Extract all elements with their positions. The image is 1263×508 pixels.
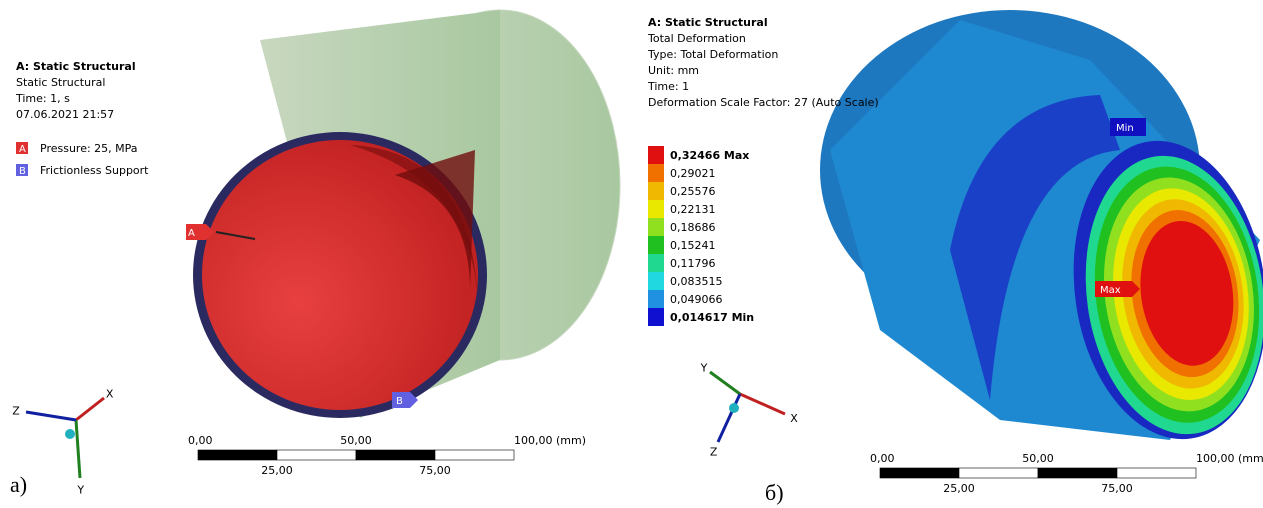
legend-label: 0,083515 — [670, 275, 723, 288]
scale-segment — [1038, 468, 1117, 478]
left-title: A: Static Structural — [16, 60, 136, 73]
scale-segment — [880, 468, 959, 478]
scale-label: 0,00 — [188, 434, 213, 447]
page: A B Min Max A: Static Structural Static … — [0, 0, 1263, 508]
header-line: Unit: mm — [648, 64, 699, 77]
scale-label: 100,00 (mm) — [514, 434, 586, 447]
header-line: Static Structural — [16, 76, 105, 89]
legend-swatch — [648, 164, 664, 182]
scale-segment — [959, 468, 1038, 478]
triad-label: Y — [700, 362, 708, 375]
triad-axis — [710, 372, 740, 394]
scale-label: 0,00 — [870, 452, 895, 465]
triad-label: Z — [710, 446, 718, 459]
legend-swatch — [648, 182, 664, 200]
legend-label: 0,014617 Min — [670, 311, 754, 324]
legend-swatch — [648, 146, 664, 164]
legend-swatch — [648, 236, 664, 254]
legend-swatch — [648, 272, 664, 290]
min-label: Min — [1116, 123, 1134, 134]
header-line: Deformation Scale Factor: 27 (Auto Scale… — [648, 96, 879, 109]
scale-label: 50,00 — [340, 434, 372, 447]
triad-label: Z — [12, 404, 20, 417]
scale-segment — [198, 450, 277, 460]
triad-origin — [729, 403, 739, 413]
max-label: Max — [1100, 285, 1121, 296]
legend-label: 0,18686 — [670, 221, 716, 234]
legend-swatch — [648, 218, 664, 236]
legend-label: 0,32466 Max — [670, 149, 749, 162]
right-title: A: Static Structural — [648, 16, 768, 29]
scale-label: 100,00 (mm) — [1196, 452, 1263, 465]
legend-label: 0,22131 — [670, 203, 716, 216]
scale-segment — [435, 450, 514, 460]
load-tag: B — [19, 166, 26, 177]
triad-axis — [76, 420, 80, 478]
scale-label: 50,00 — [1022, 452, 1054, 465]
legend-swatch — [648, 254, 664, 272]
legend-swatch — [648, 200, 664, 218]
scale-label: 25,00 — [943, 482, 975, 495]
pipe-model — [193, 10, 620, 418]
scale-segment — [356, 450, 435, 460]
load-label: Frictionless Support — [40, 164, 149, 177]
figure: A B Min Max A: Static Structural Static … — [0, 0, 1263, 508]
legend-label: 0,049066 — [670, 293, 723, 306]
scale-segment — [1117, 468, 1196, 478]
triad-label: X — [790, 412, 798, 425]
scale-label: 75,00 — [419, 464, 451, 477]
header-line: Time: 1, s — [15, 92, 70, 105]
triad-axis — [26, 412, 76, 420]
legend-label: 0,11796 — [670, 257, 716, 270]
legend-swatch — [648, 308, 664, 326]
legend-label: 0,29021 — [670, 167, 716, 180]
triad-axis — [718, 394, 740, 442]
triad-label: Y — [76, 484, 84, 497]
load-tag: A — [19, 144, 26, 155]
load-label: Pressure: 25, MPa — [40, 142, 138, 155]
triad-axis — [740, 394, 785, 414]
deformation-model — [820, 10, 1263, 452]
legend-label: 0,25576 — [670, 185, 716, 198]
legend-swatch — [648, 290, 664, 308]
triad-origin — [65, 429, 75, 439]
header-line: Type: Total Deformation — [647, 48, 778, 61]
legend-label: 0,15241 — [670, 239, 716, 252]
marker-a: A — [188, 228, 195, 239]
panel-label: а) — [10, 472, 27, 497]
scale-label: 25,00 — [261, 464, 293, 477]
panel-label: б) — [765, 480, 784, 505]
header-line: Time: 1 — [647, 80, 689, 93]
header-line: Total Deformation — [647, 32, 746, 45]
scale-segment — [277, 450, 356, 460]
triad-label: X — [106, 388, 114, 401]
header-line: 07.06.2021 21:57 — [16, 108, 114, 121]
scale-label: 75,00 — [1101, 482, 1133, 495]
marker-b: B — [396, 396, 403, 407]
triad-axis — [76, 398, 104, 420]
